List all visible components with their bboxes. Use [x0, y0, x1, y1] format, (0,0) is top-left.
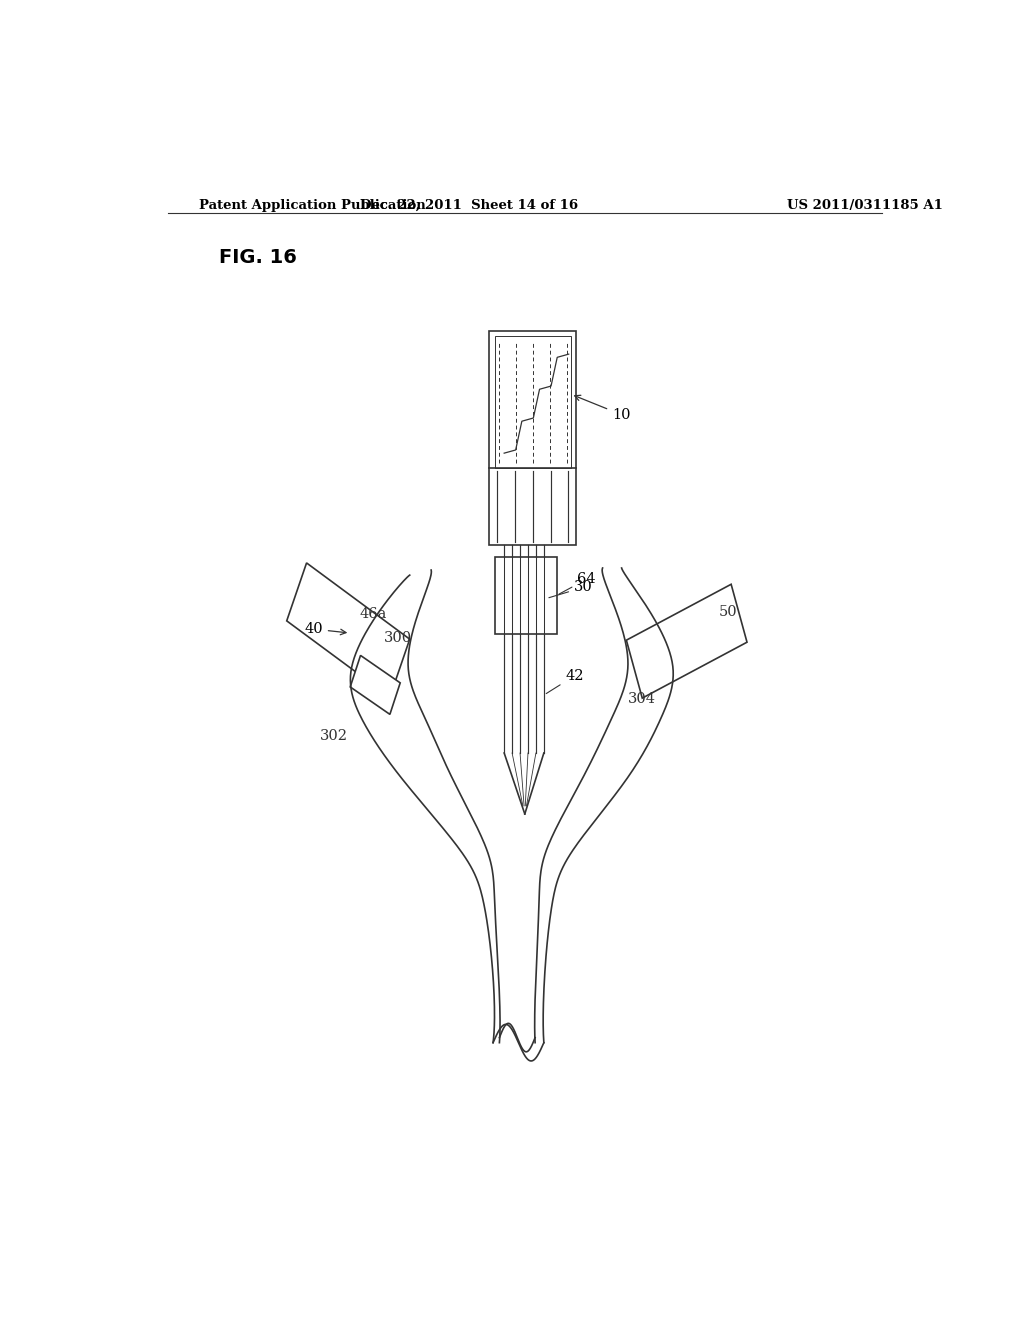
Polygon shape — [287, 562, 410, 697]
Text: Patent Application Publication: Patent Application Publication — [200, 199, 426, 213]
Text: FIG. 16: FIG. 16 — [219, 248, 297, 267]
Text: 50: 50 — [719, 605, 737, 619]
Text: 42: 42 — [546, 669, 584, 693]
Text: Dec. 22, 2011  Sheet 14 of 16: Dec. 22, 2011 Sheet 14 of 16 — [360, 199, 579, 213]
Polygon shape — [495, 557, 557, 634]
Text: 300: 300 — [384, 631, 412, 645]
Text: 30: 30 — [549, 581, 593, 598]
Text: 304: 304 — [628, 692, 656, 706]
Text: US 2011/0311185 A1: US 2011/0311185 A1 — [786, 199, 942, 213]
Polygon shape — [489, 331, 577, 545]
Polygon shape — [350, 656, 400, 714]
Text: 10: 10 — [574, 395, 631, 421]
Text: 64: 64 — [559, 573, 596, 594]
Text: 302: 302 — [321, 729, 348, 743]
Polygon shape — [627, 585, 748, 698]
Text: 40: 40 — [304, 622, 346, 636]
Text: 46a: 46a — [359, 607, 387, 620]
